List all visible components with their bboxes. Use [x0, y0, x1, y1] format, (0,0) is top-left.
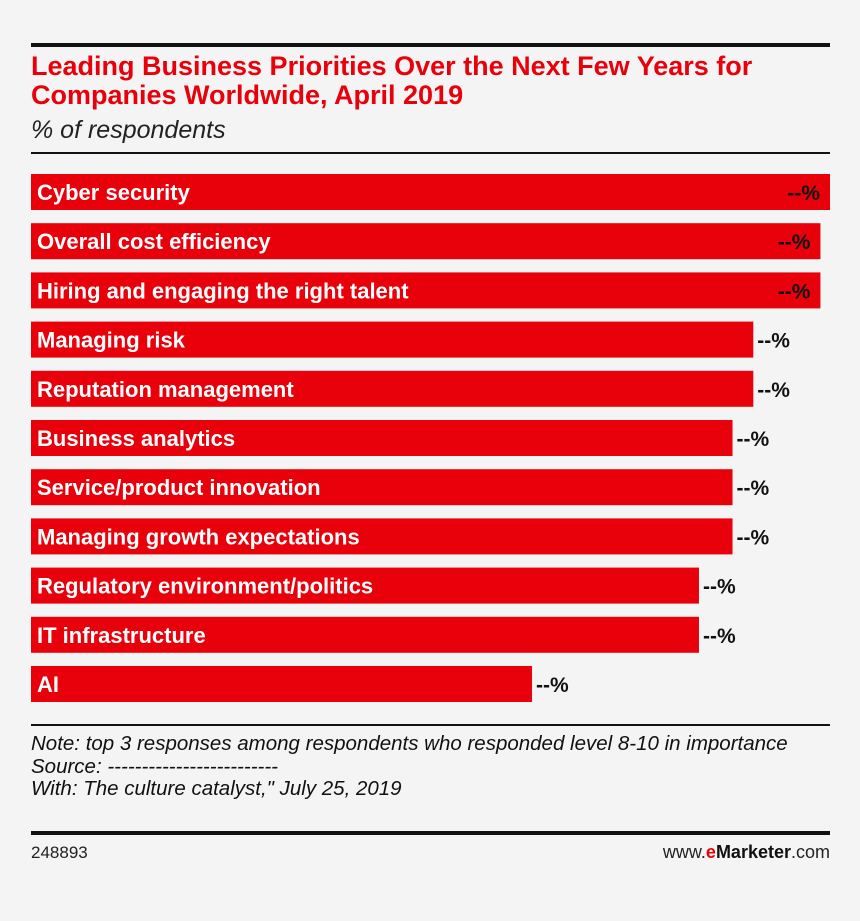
bar-overall-cost-efficiency	[31, 223, 821, 260]
source-text: Source: -------------------------	[31, 754, 279, 778]
notes-rule	[31, 724, 830, 726]
value-label-regulatory-environment-politics: --%	[703, 576, 736, 599]
chart-title: Leading Business Priorities Over the Nex…	[31, 51, 753, 110]
bar-label-managing-risk: Managing risk	[37, 328, 186, 353]
brand-prefix: www.	[662, 842, 706, 862]
value-label-it-infrastructure: --%	[703, 625, 736, 648]
bar-label-reputation-management: Reputation management	[37, 377, 294, 402]
bar-label-managing-growth-expectations: Managing growth expectations	[37, 524, 360, 549]
brand-name: Marketer	[715, 842, 791, 862]
bar-it-infrastructure	[31, 616, 699, 653]
value-label-managing-risk: --%	[757, 330, 790, 353]
bar-label-it-infrastructure: IT infrastructure	[37, 623, 206, 648]
brand-suffix: .com	[790, 842, 830, 862]
bar-cyber-security	[31, 174, 830, 210]
value-label-business-analytics: --%	[737, 428, 770, 451]
bar-business-analytics	[31, 420, 733, 456]
value-label-ai: --%	[536, 674, 569, 697]
bar-reputation-management	[31, 370, 754, 407]
value-label-cyber-security: --%	[787, 182, 820, 205]
value-label-reputation-management: --%	[757, 379, 790, 402]
bar-label-service-product-innovation: Service/product innovation	[37, 475, 321, 500]
bar-label-cyber-security: Cyber security	[37, 180, 191, 205]
value-label-overall-cost-efficiency: --%	[778, 231, 811, 254]
emarketer-link[interactable]: www.eMarketer.com	[663, 842, 830, 863]
bar-managing-risk	[31, 321, 754, 358]
brand-e: e	[705, 842, 716, 862]
value-label-service-product-innovation: --%	[737, 477, 770, 500]
subtitle-rule	[31, 152, 830, 154]
note-text: Note: top 3 responses among respondents …	[31, 732, 788, 755]
value-label-hiring-and-engaging-the-right-talent: --%	[778, 280, 811, 303]
notes-block: Note: top 3 responses among respondents …	[31, 732, 821, 801]
value-label-managing-growth-expectations: --%	[737, 526, 770, 549]
bar-managing-growth-expectations	[31, 518, 733, 555]
bottom-rule	[31, 831, 830, 835]
with-text: With: The culture catalyst," July 25, 20…	[31, 777, 402, 800]
bar-label-overall-cost-efficiency: Overall cost efficiency	[37, 229, 271, 254]
bar-label-ai: AI	[37, 672, 59, 697]
top-rule	[31, 43, 830, 47]
bar-ai	[31, 666, 532, 702]
chart-subtitle: % of respondents	[31, 116, 226, 144]
bar-label-business-analytics: Business analytics	[37, 426, 235, 451]
bar-label-regulatory-environment-politics: Regulatory environment/politics	[37, 574, 373, 599]
bar-label-hiring-and-engaging-the-right-talent: Hiring and engaging the right talent	[37, 278, 409, 303]
bar-regulatory-environment-politics	[31, 567, 699, 604]
bar-service-product-innovation	[31, 469, 733, 506]
chart-id: 248893	[31, 843, 88, 862]
bar-hiring-and-engaging-the-right-talent	[31, 272, 821, 309]
